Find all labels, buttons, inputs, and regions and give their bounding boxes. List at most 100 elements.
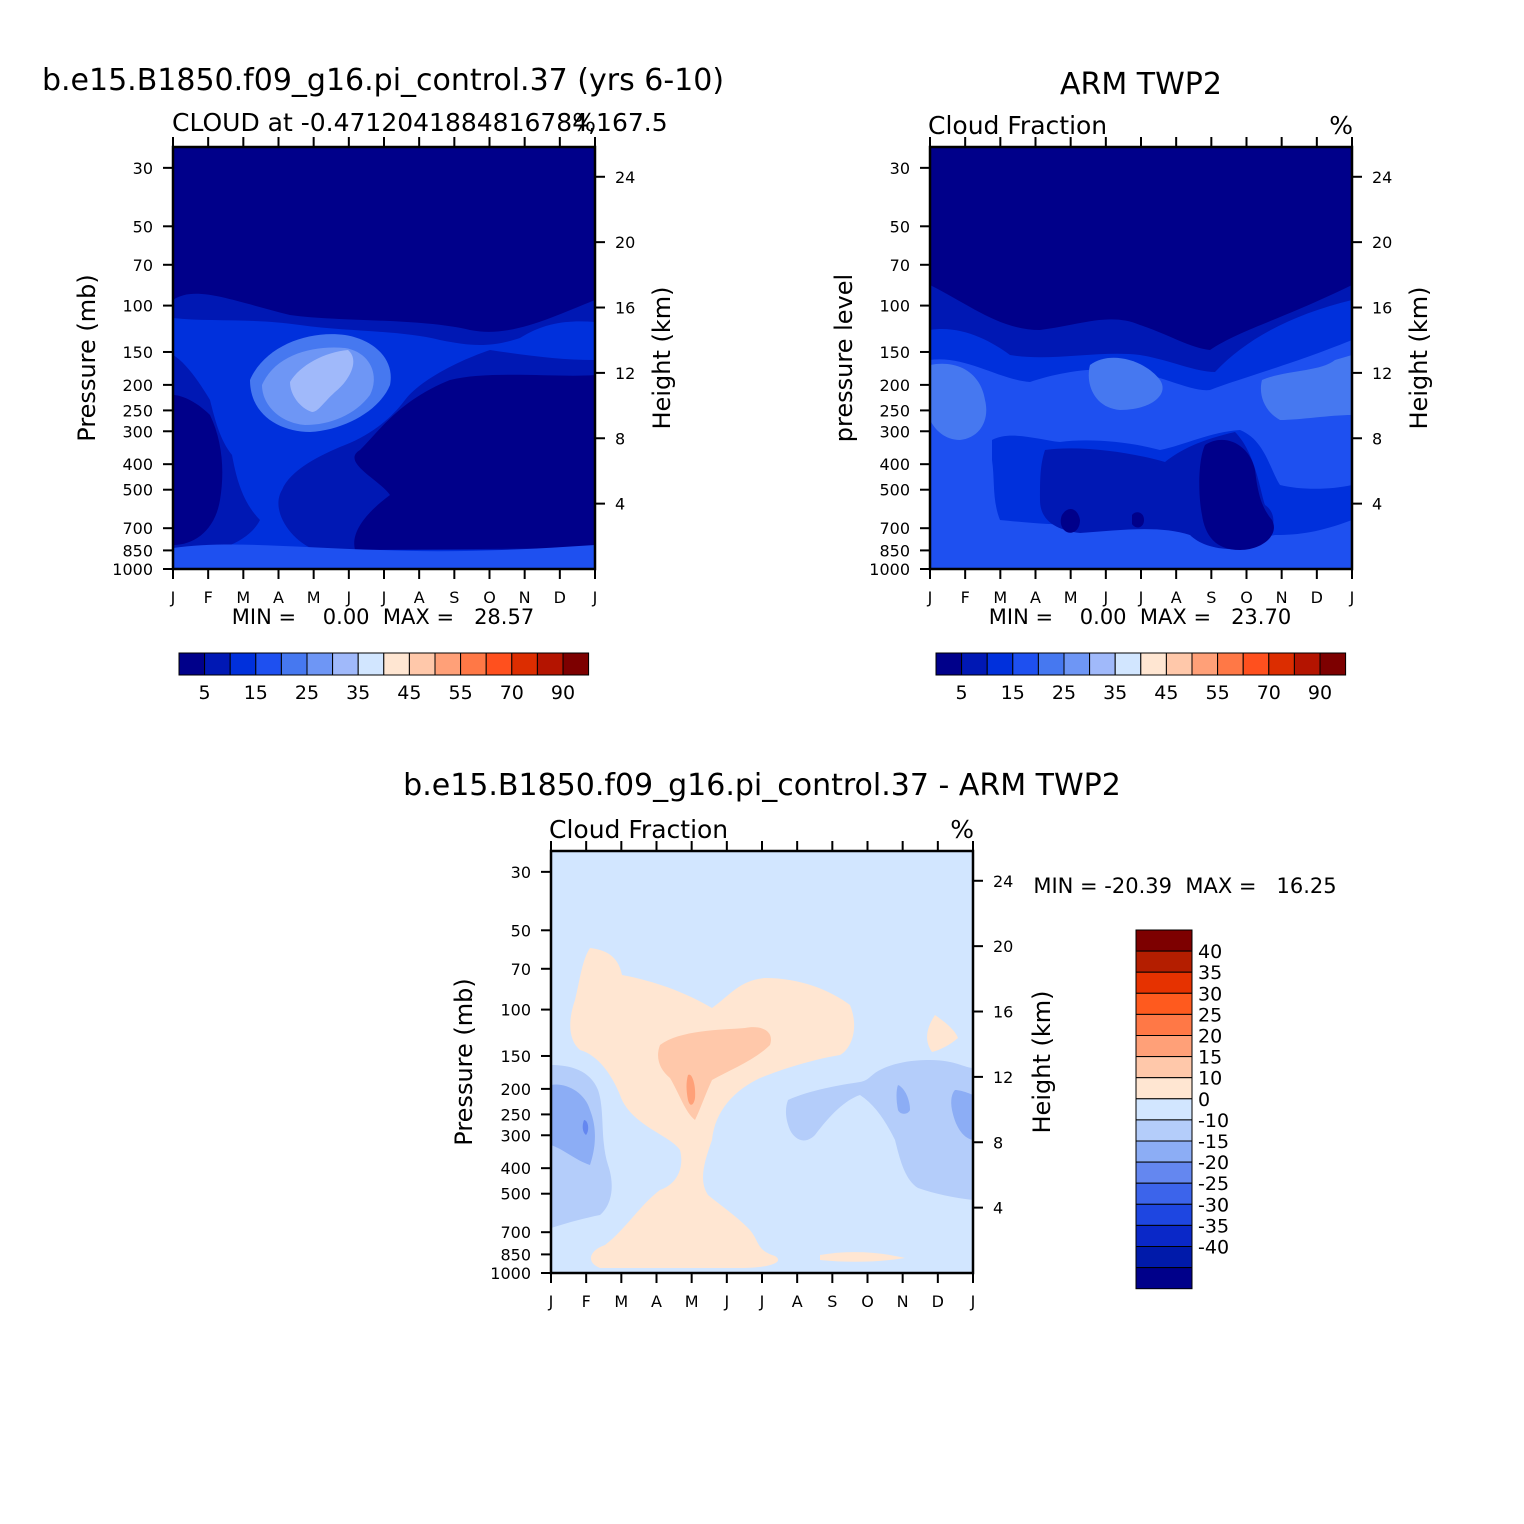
panel-obs-title: ARM TWP2: [1060, 67, 1222, 102]
y-tick-label: 1000: [869, 560, 910, 579]
model-contour-30: [290, 350, 354, 412]
y-tick-label: 30: [890, 159, 910, 178]
panel-obs-units: %: [1329, 111, 1353, 140]
x-tick-label: F: [582, 1292, 591, 1311]
colorbar-label: -35: [1198, 1215, 1229, 1237]
colorbar-box: [357, 652, 385, 676]
y-tick-label: 50: [511, 921, 531, 940]
height-tick-label: 8: [1372, 429, 1382, 448]
obs-contour-25: [930, 363, 987, 440]
colorbar-box: [383, 652, 410, 676]
colorbar-box: [1114, 652, 1142, 676]
x-tick-label: M: [307, 588, 321, 607]
height-tick-label: 20: [993, 937, 1013, 956]
colorbar-box: [1135, 950, 1193, 973]
colorbar-box: [1135, 971, 1193, 994]
colorbar-label: 15: [1001, 682, 1025, 704]
height-tick-label: 20: [1372, 233, 1392, 252]
panel-diff-subtitle: Cloud Fraction: [549, 815, 728, 844]
height-tick-label: 12: [615, 364, 635, 383]
colorbar-label: 25: [295, 682, 319, 704]
y-tick-label: 30: [511, 863, 531, 882]
y-tick-label: 250: [122, 401, 153, 420]
panel-model-title: b.e15.B1850.f09_g16.pi_control.37 (yrs 6…: [42, 63, 724, 98]
x-tick-label: O: [483, 588, 496, 607]
obs-contour-00: [1199, 439, 1274, 550]
panel-obs-field: [930, 147, 1352, 569]
diff-contour-neg15c: [951, 1090, 973, 1140]
panel-diff: b.e15.B1850.f09_g16.pi_control.37 - ARM …: [403, 768, 1336, 1311]
colorbar-box: [1135, 1182, 1193, 1205]
colorbar-box: [280, 652, 308, 676]
y-tick-label: 700: [879, 519, 910, 538]
panel-model-min-max: MIN = 0.00 MAX = 28.57: [232, 605, 534, 629]
height-tick-label: 4: [615, 495, 625, 514]
x-tick-label: S: [1206, 588, 1216, 607]
colorbar-box: [204, 652, 231, 676]
colorbar-box: [1135, 1077, 1193, 1100]
x-tick-label: J: [1138, 588, 1144, 607]
y-tick-label: 200: [879, 376, 910, 395]
panel-obs-ylabel: pressure level: [830, 274, 858, 442]
colorbar-box: [332, 652, 359, 676]
height-tick-label: 4: [993, 1199, 1003, 1218]
panel-diff-ylabel-right: Height (km): [1028, 991, 1056, 1134]
y-tick-label: 70: [890, 256, 910, 275]
colorbar-label: 45: [397, 682, 421, 704]
panel-diff-title: b.e15.B1850.f09_g16.pi_control.37 - ARM …: [403, 768, 1121, 803]
y-tick-label: 50: [133, 217, 153, 236]
colorbar-box: [1268, 652, 1295, 676]
colorbar-label: 15: [244, 682, 268, 704]
colorbar-box: [986, 652, 1014, 676]
colorbar-box: [1165, 652, 1193, 676]
x-tick-label: D: [1311, 588, 1323, 607]
y-tick-label: 850: [879, 541, 910, 560]
panel-diff-ylabel: Pressure (mb): [450, 978, 478, 1145]
colorbar-box: [1135, 1203, 1193, 1226]
x-tick-label: J: [548, 1292, 554, 1311]
height-tick-label: 4: [1372, 495, 1382, 514]
y-tick-label: 300: [500, 1126, 531, 1145]
x-tick-label: F: [961, 588, 970, 607]
colorbar-box: [1135, 1013, 1193, 1037]
colorbar-box: [460, 652, 487, 676]
y-tick-label: 150: [122, 343, 153, 362]
colorbar-label: -10: [1198, 1110, 1229, 1132]
obs-lowcloud: [930, 545, 1352, 569]
colorbar-label: 45: [1154, 682, 1178, 704]
colorbar-label: 35: [346, 682, 370, 704]
panel-model-units: %: [572, 108, 596, 137]
colorbar-label: 55: [1206, 682, 1230, 704]
colorbar-label: 25: [1198, 1004, 1222, 1026]
y-tick-label: 850: [122, 541, 153, 560]
panel-diff-min-max: MIN = -20.39 MAX = 16.25: [1033, 874, 1336, 898]
x-tick-label: J: [723, 1292, 729, 1311]
x-tick-label: J: [970, 1292, 976, 1311]
colorbar-box: [1135, 1140, 1193, 1163]
panel-obs-subtitle: Cloud Fraction: [928, 111, 1107, 140]
colorbar-box: [1293, 652, 1321, 676]
colorbar-box: [178, 652, 206, 676]
colorbar-box: [485, 652, 513, 676]
panel-model-ylabel: Pressure (mb): [73, 274, 101, 441]
y-tick-label: 400: [122, 455, 153, 474]
colorbar-box: [434, 652, 462, 676]
diff-contour-neg20a: [582, 1120, 589, 1135]
colorbar-box: [961, 652, 988, 676]
colorbar-box: [1140, 652, 1167, 676]
x-tick-label: J: [1102, 588, 1108, 607]
x-tick-label: A: [1171, 588, 1182, 607]
x-tick-label: M: [614, 1292, 628, 1311]
y-tick-label: 300: [122, 422, 153, 441]
colorbar-label: 0: [1198, 1089, 1210, 1111]
obs-contour-20c: [1260, 355, 1352, 420]
colorbar-box: [1242, 652, 1270, 676]
diff-contour-pos0b: [927, 1015, 958, 1052]
colorbar-label: -30: [1198, 1194, 1229, 1216]
